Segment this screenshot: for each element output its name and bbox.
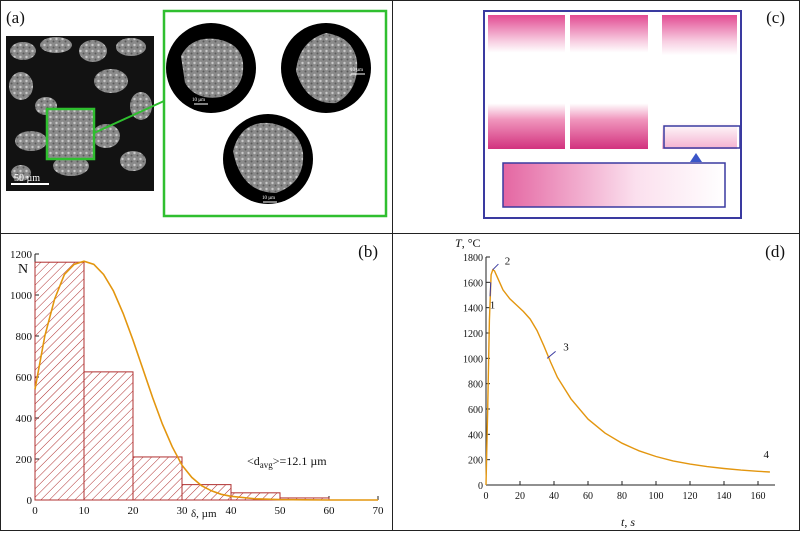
x-tick-label: 100 [649,491,664,502]
x-tick-label: 20 [128,505,140,517]
up-arrow-icon [690,153,702,162]
panel-b: 0 10 20 30 40 50 60 70 0 200 400 600 800 1000 1200 N δ… [0,233,393,531]
y-tick-label: 400 [468,430,483,441]
annotation-label: 1 [490,299,496,311]
photo-frame-3 [662,15,737,149]
y-tick-label: 800 [468,380,483,391]
x-axis-label: t, s [621,515,635,529]
histogram-bar [34,261,85,501]
x-tick-label: 0 [484,491,489,502]
fit-curve [34,260,378,501]
y-tick-label: 1200 [10,249,33,261]
temperature-line [485,268,770,486]
y-tick-label: 1200 [463,329,483,340]
panel-a: 50 µm 10 µm 10 µm 10 µm (a) [0,0,393,234]
y-tick-label: 1000 [463,354,483,365]
zoom-scale-label-2: 10 µm [350,68,363,73]
y-axis-label: T, °C [455,236,481,250]
x-tick-label: 50 [275,505,287,517]
annotation-label: 4 [764,449,770,461]
y-tick-label: 800 [16,331,33,343]
panel-c: (c) [392,0,800,234]
x-tick-label: 120 [683,491,698,502]
zoom-scale-label-3: 10 µm [262,196,275,201]
x-tick-label: 60 [583,491,593,502]
annotation-label: 2 [505,256,511,268]
y-tick-label: 200 [16,454,33,466]
photo-frame-2 [570,15,648,149]
zoom-connector [93,100,165,134]
x-tick-label: 10 [79,505,91,517]
y-tick-label: 1600 [463,278,483,289]
histogram-chart: 0 10 20 30 40 50 60 70 0 200 400 600 800 1000 1200 N δ… [10,249,385,520]
y-tick-label: 400 [16,413,33,425]
histogram-bar [83,371,134,501]
x-tick-label: 160 [751,491,766,502]
y-tick-label: 1000 [10,290,33,302]
annotation-pointer [546,350,556,359]
annotation-label: 3 [563,341,569,353]
annotation-pointer [492,263,499,271]
x-axis-label: δ, µm [191,508,217,520]
y-tick-label: 0 [27,495,33,507]
panel-label-a: (a) [6,8,25,27]
average-annotation: <davg>=12.1 µm [247,454,327,470]
y-tick-label: 1400 [463,304,483,315]
histogram-bar [181,484,232,501]
x-tick-label: 20 [515,491,525,502]
panel-d: 0 20 40 60 80 100 120 140 160 0 200 400 600 800 1000 12… [392,233,800,531]
histogram-bar [132,456,183,501]
photo-frame-1 [488,15,565,149]
x-tick-label: 40 [226,505,238,517]
x-tick-label: 30 [177,505,189,517]
annotation-pointer [489,282,492,297]
y-tick-label: 600 [16,372,33,384]
x-tick-label: 60 [324,505,336,517]
overview-scale-label: 50 µm [14,173,40,184]
zoom-scale-label-1: 10 µm [192,98,205,103]
panel-label-c: (c) [766,8,785,27]
zoom-region-box [45,107,96,161]
highlight-box [663,125,741,149]
panel-label-b: (b) [358,242,378,261]
temperature-chart: 0 20 40 60 80 100 120 140 1600200400600800100012… [455,236,775,529]
y-axis-label: N [18,262,28,277]
x-tick-label: 70 [373,505,385,517]
panel-label-d: (d) [765,242,785,261]
zoomed-particle-1: 10 µm [166,23,256,113]
zoomed-particle-2: 10 µm [281,23,371,113]
panel-c-figure [483,10,742,219]
x-tick-label: 140 [717,491,732,502]
x-tick-label: 0 [32,505,38,517]
powder-particles [9,37,152,181]
magnified-strip [502,162,726,208]
y-tick-label: 0 [478,481,483,492]
y-tick-label: 1800 [463,253,483,264]
y-tick-label: 600 [468,405,483,416]
x-tick-label: 40 [549,491,559,502]
x-tick-label: 80 [617,491,627,502]
panel-a-figure: 50 µm 10 µm 10 µm 10 µm [6,9,388,218]
y-tick-label: 200 [468,456,483,467]
zoomed-particle-3: 10 µm [223,114,313,204]
